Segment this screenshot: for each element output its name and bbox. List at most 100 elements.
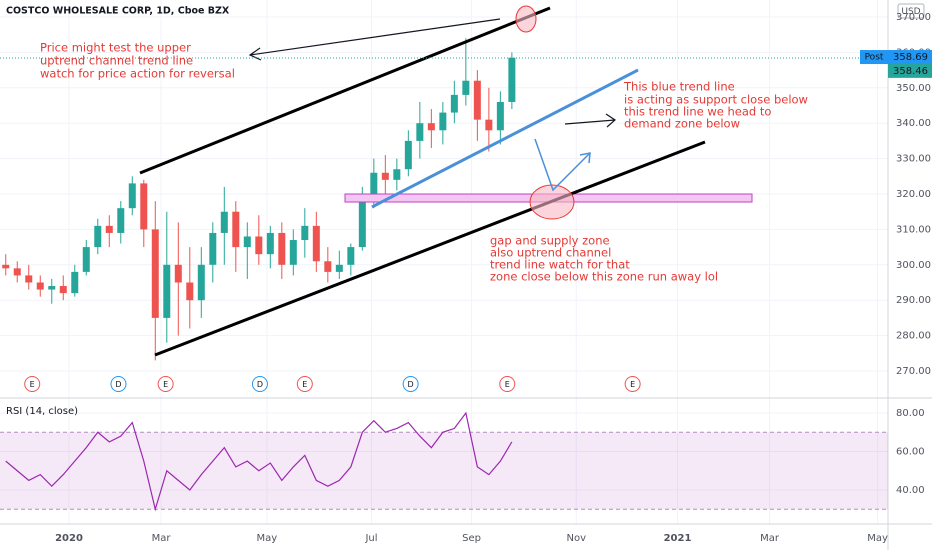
candle-body bbox=[347, 247, 355, 265]
candle-body bbox=[312, 225, 320, 262]
rsi-band bbox=[0, 432, 888, 510]
x-tick-label: Mar bbox=[152, 533, 172, 544]
event-label: D bbox=[257, 380, 263, 389]
annotation: trend line watch for that bbox=[490, 258, 630, 272]
candle-body bbox=[220, 211, 228, 233]
candle-body bbox=[358, 201, 366, 248]
rsi-tick-label: 60.00 bbox=[896, 447, 925, 458]
annotation: also uptrend channel bbox=[490, 246, 611, 260]
post-price-box bbox=[888, 50, 932, 65]
event-label: E bbox=[302, 380, 307, 389]
candle-body bbox=[370, 172, 378, 202]
candle-body bbox=[71, 271, 79, 294]
arrow-head bbox=[248, 47, 262, 61]
event-label: E bbox=[30, 380, 35, 389]
annotation: gap and supply zone bbox=[490, 234, 610, 248]
candle-body bbox=[404, 140, 412, 170]
candle-body bbox=[82, 247, 90, 272]
annotation: this trend line we head to bbox=[624, 105, 771, 119]
post-label-box bbox=[860, 50, 888, 65]
x-tick-label: 2020 bbox=[55, 533, 83, 544]
annotation: zone close below this zone run away lol bbox=[490, 270, 718, 284]
candle-body bbox=[13, 268, 21, 276]
y-tick-label: 350.00 bbox=[896, 83, 931, 94]
candle-body bbox=[186, 282, 194, 301]
arrow-line bbox=[564, 119, 616, 125]
arrow-head bbox=[579, 152, 591, 164]
candle-body bbox=[289, 240, 297, 265]
y-tick-label: 330.00 bbox=[896, 154, 931, 165]
y-tick-label: 340.00 bbox=[896, 118, 931, 129]
post-price: 358.69 bbox=[893, 52, 928, 63]
y-tick-label: 370.00 bbox=[896, 12, 931, 23]
candle-body bbox=[301, 225, 309, 241]
candle-body bbox=[25, 275, 33, 283]
candle-body bbox=[335, 264, 343, 272]
event-marker bbox=[499, 376, 516, 392]
x-tick-label: Mar bbox=[760, 533, 780, 544]
event-marker bbox=[24, 376, 41, 392]
candle-body bbox=[59, 286, 67, 294]
candle-body bbox=[266, 232, 274, 255]
event-marker bbox=[296, 376, 313, 392]
x-tick-label: Sep bbox=[462, 533, 481, 544]
last-price: 358.46 bbox=[893, 66, 928, 77]
y-tick-label: 310.00 bbox=[896, 224, 931, 235]
arrow-path bbox=[534, 138, 591, 192]
candle-body bbox=[255, 236, 263, 255]
candle-body bbox=[197, 264, 205, 301]
post-label: Post bbox=[865, 53, 884, 63]
candle-body bbox=[128, 183, 136, 209]
y-tick-label: 300.00 bbox=[896, 260, 931, 271]
candle-body bbox=[278, 232, 286, 265]
rsi-line bbox=[5, 411, 513, 512]
y-tick-label: 320.00 bbox=[896, 189, 931, 200]
candle-body bbox=[439, 112, 447, 131]
candle-body bbox=[105, 225, 113, 233]
event-marker bbox=[624, 376, 641, 392]
grid bbox=[0, 0, 888, 524]
upper-channel bbox=[139, 6, 551, 175]
event-label: E bbox=[505, 380, 510, 389]
event-marker bbox=[402, 376, 419, 392]
candle-body bbox=[94, 225, 102, 248]
arrow-head bbox=[605, 113, 616, 128]
event-label: E bbox=[630, 380, 635, 389]
candle-body bbox=[2, 264, 10, 269]
annotation: uptrend channel trend line bbox=[40, 54, 193, 68]
annotation: Price might test the upper bbox=[40, 41, 191, 55]
annotation: watch for price action for reversal bbox=[40, 67, 235, 81]
candle-body bbox=[48, 286, 56, 290]
event-marker bbox=[251, 376, 268, 392]
candle-body bbox=[163, 264, 171, 318]
candle-body bbox=[232, 211, 240, 248]
candle-body bbox=[243, 236, 251, 248]
candle-body bbox=[496, 101, 504, 131]
axes: 370.00360.00350.00340.00330.00320.00310.… bbox=[55, 12, 932, 544]
x-tick-label: 2021 bbox=[664, 533, 692, 544]
x-tick-label: May bbox=[257, 533, 278, 544]
candle-body bbox=[462, 80, 470, 95]
last-price-box bbox=[888, 63, 932, 78]
candle-body bbox=[473, 80, 481, 120]
candle-body bbox=[485, 119, 493, 131]
candle-body bbox=[427, 123, 435, 131]
currency-box bbox=[897, 3, 925, 19]
event-label: D bbox=[408, 380, 414, 389]
y-tick-label: 290.00 bbox=[896, 295, 931, 306]
event-label: D bbox=[115, 380, 121, 389]
lower-channel bbox=[154, 140, 706, 357]
rsi-title: RSI (14, close) bbox=[6, 406, 78, 417]
candle-body bbox=[450, 94, 458, 113]
blue-trend-line bbox=[371, 68, 639, 209]
candle-body bbox=[174, 264, 182, 283]
candle-body bbox=[381, 172, 389, 180]
arrow-line bbox=[249, 18, 501, 56]
y-tick-label: 270.00 bbox=[896, 366, 931, 377]
annotation: is acting as support close below bbox=[624, 93, 808, 107]
x-tick-label: May bbox=[867, 533, 888, 544]
event-label: E bbox=[163, 380, 168, 389]
circle-top bbox=[515, 5, 537, 33]
rsi-tick-label: 80.00 bbox=[896, 408, 925, 419]
